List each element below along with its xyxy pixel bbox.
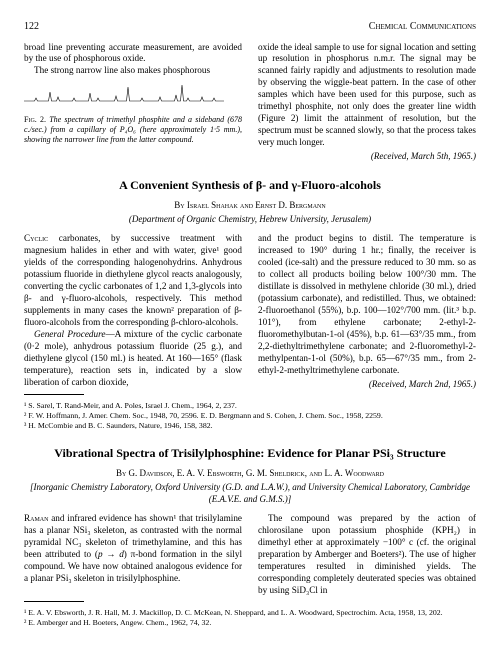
article1-right-col: and the product begins to distil. The te… [258,233,476,390]
article2-body: Raman and infrared evidence has shown¹ t… [24,513,476,597]
article2-affiliation: [Inorganic Chemistry Laboratory, Oxford … [24,481,476,505]
article2-left-col: Raman and infrared evidence has shown¹ t… [24,513,242,597]
page-header: 122 Chemical Communications [24,20,476,34]
top-p1: broad line preventing accurate measureme… [24,42,242,66]
top-received: (Received, March 5th, 1965.) [258,151,476,163]
article2-p1-text: and infrared evidence has shown¹ that tr… [24,513,242,583]
ref-1-3: ³ H. McCombie and B. C. Saunders, Nature… [24,421,476,431]
article1-p2: General Procedure—A mixture of the cycli… [24,329,242,389]
article1-title: A Convenient Synthesis of β- and γ-Fluor… [24,177,476,193]
article2-right-col: The compound was prepared by the action … [258,513,476,597]
refs-rule-2 [24,601,84,602]
article1-affiliation: (Department of Organic Chemistry, Hebrew… [24,213,476,225]
article1-received: (Received, March 2nd, 1965.) [258,379,476,391]
article1-authors-text: By Israel Shahak and Ernst D. Bergmann [174,200,325,210]
ref-2-1: ¹ E. A. V. Ebsworth, J. R. Hall, M. J. M… [24,608,476,618]
article2-refs: ¹ E. A. V. Ebsworth, J. R. Hall, M. J. M… [24,608,476,627]
figure-caption-text: The spectrum of trimethyl phosphite and … [24,115,242,143]
article2-right-p1: The compound was prepared by the action … [258,513,476,597]
article1-right-p1: and the product begins to distil. The te… [258,233,476,376]
ref-1-1: ¹ S. Sarel, T. Rand-Meir, and A. Poles, … [24,401,476,411]
article1-body: Cyclic carbonates, by successive treatme… [24,233,476,390]
top-left-column: broad line preventing accurate measureme… [24,42,242,163]
refs-rule-1 [24,394,84,395]
page-number: 122 [24,20,39,34]
figure-caption: Fig. 2. The spectrum of trimethyl phosph… [24,115,242,144]
spectrum-figure [24,83,242,111]
top-section: broad line preventing accurate measureme… [24,42,476,163]
top-right-p1: oxide the ideal sample to use for signal… [258,42,476,150]
article2-p1: Raman and infrared evidence has shown¹ t… [24,513,242,585]
ref-1-2: ² F. W. Hoffmann, J. Amer. Chem. Soc., 1… [24,411,476,421]
article2-authors-text: By G. Davidson, E. A. V. Ebsworth, G. M.… [116,468,384,478]
journal-name: Chemical Communications [369,20,476,34]
article2-authors: By G. Davidson, E. A. V. Ebsworth, G. M.… [24,467,476,479]
article2-title: Vibrational Spectra of Trisilylphosphine… [24,445,476,461]
article1-p1-text: carbonates, by successive treatment with… [24,233,242,327]
spectrum-svg [24,83,224,107]
article1-left-col: Cyclic carbonates, by successive treatme… [24,233,242,390]
article1-p1: Cyclic carbonates, by successive treatme… [24,233,242,329]
article1-authors: By Israel Shahak and Ernst D. Bergmann [24,199,476,211]
article1-refs: ¹ S. Sarel, T. Rand-Meir, and A. Poles, … [24,401,476,430]
top-p2: The strong narrow line also makes phosph… [24,65,242,77]
ref-2-2: ² E. Amberger and H. Boeters, Angew. Che… [24,618,476,628]
top-right-column: oxide the ideal sample to use for signal… [258,42,476,163]
